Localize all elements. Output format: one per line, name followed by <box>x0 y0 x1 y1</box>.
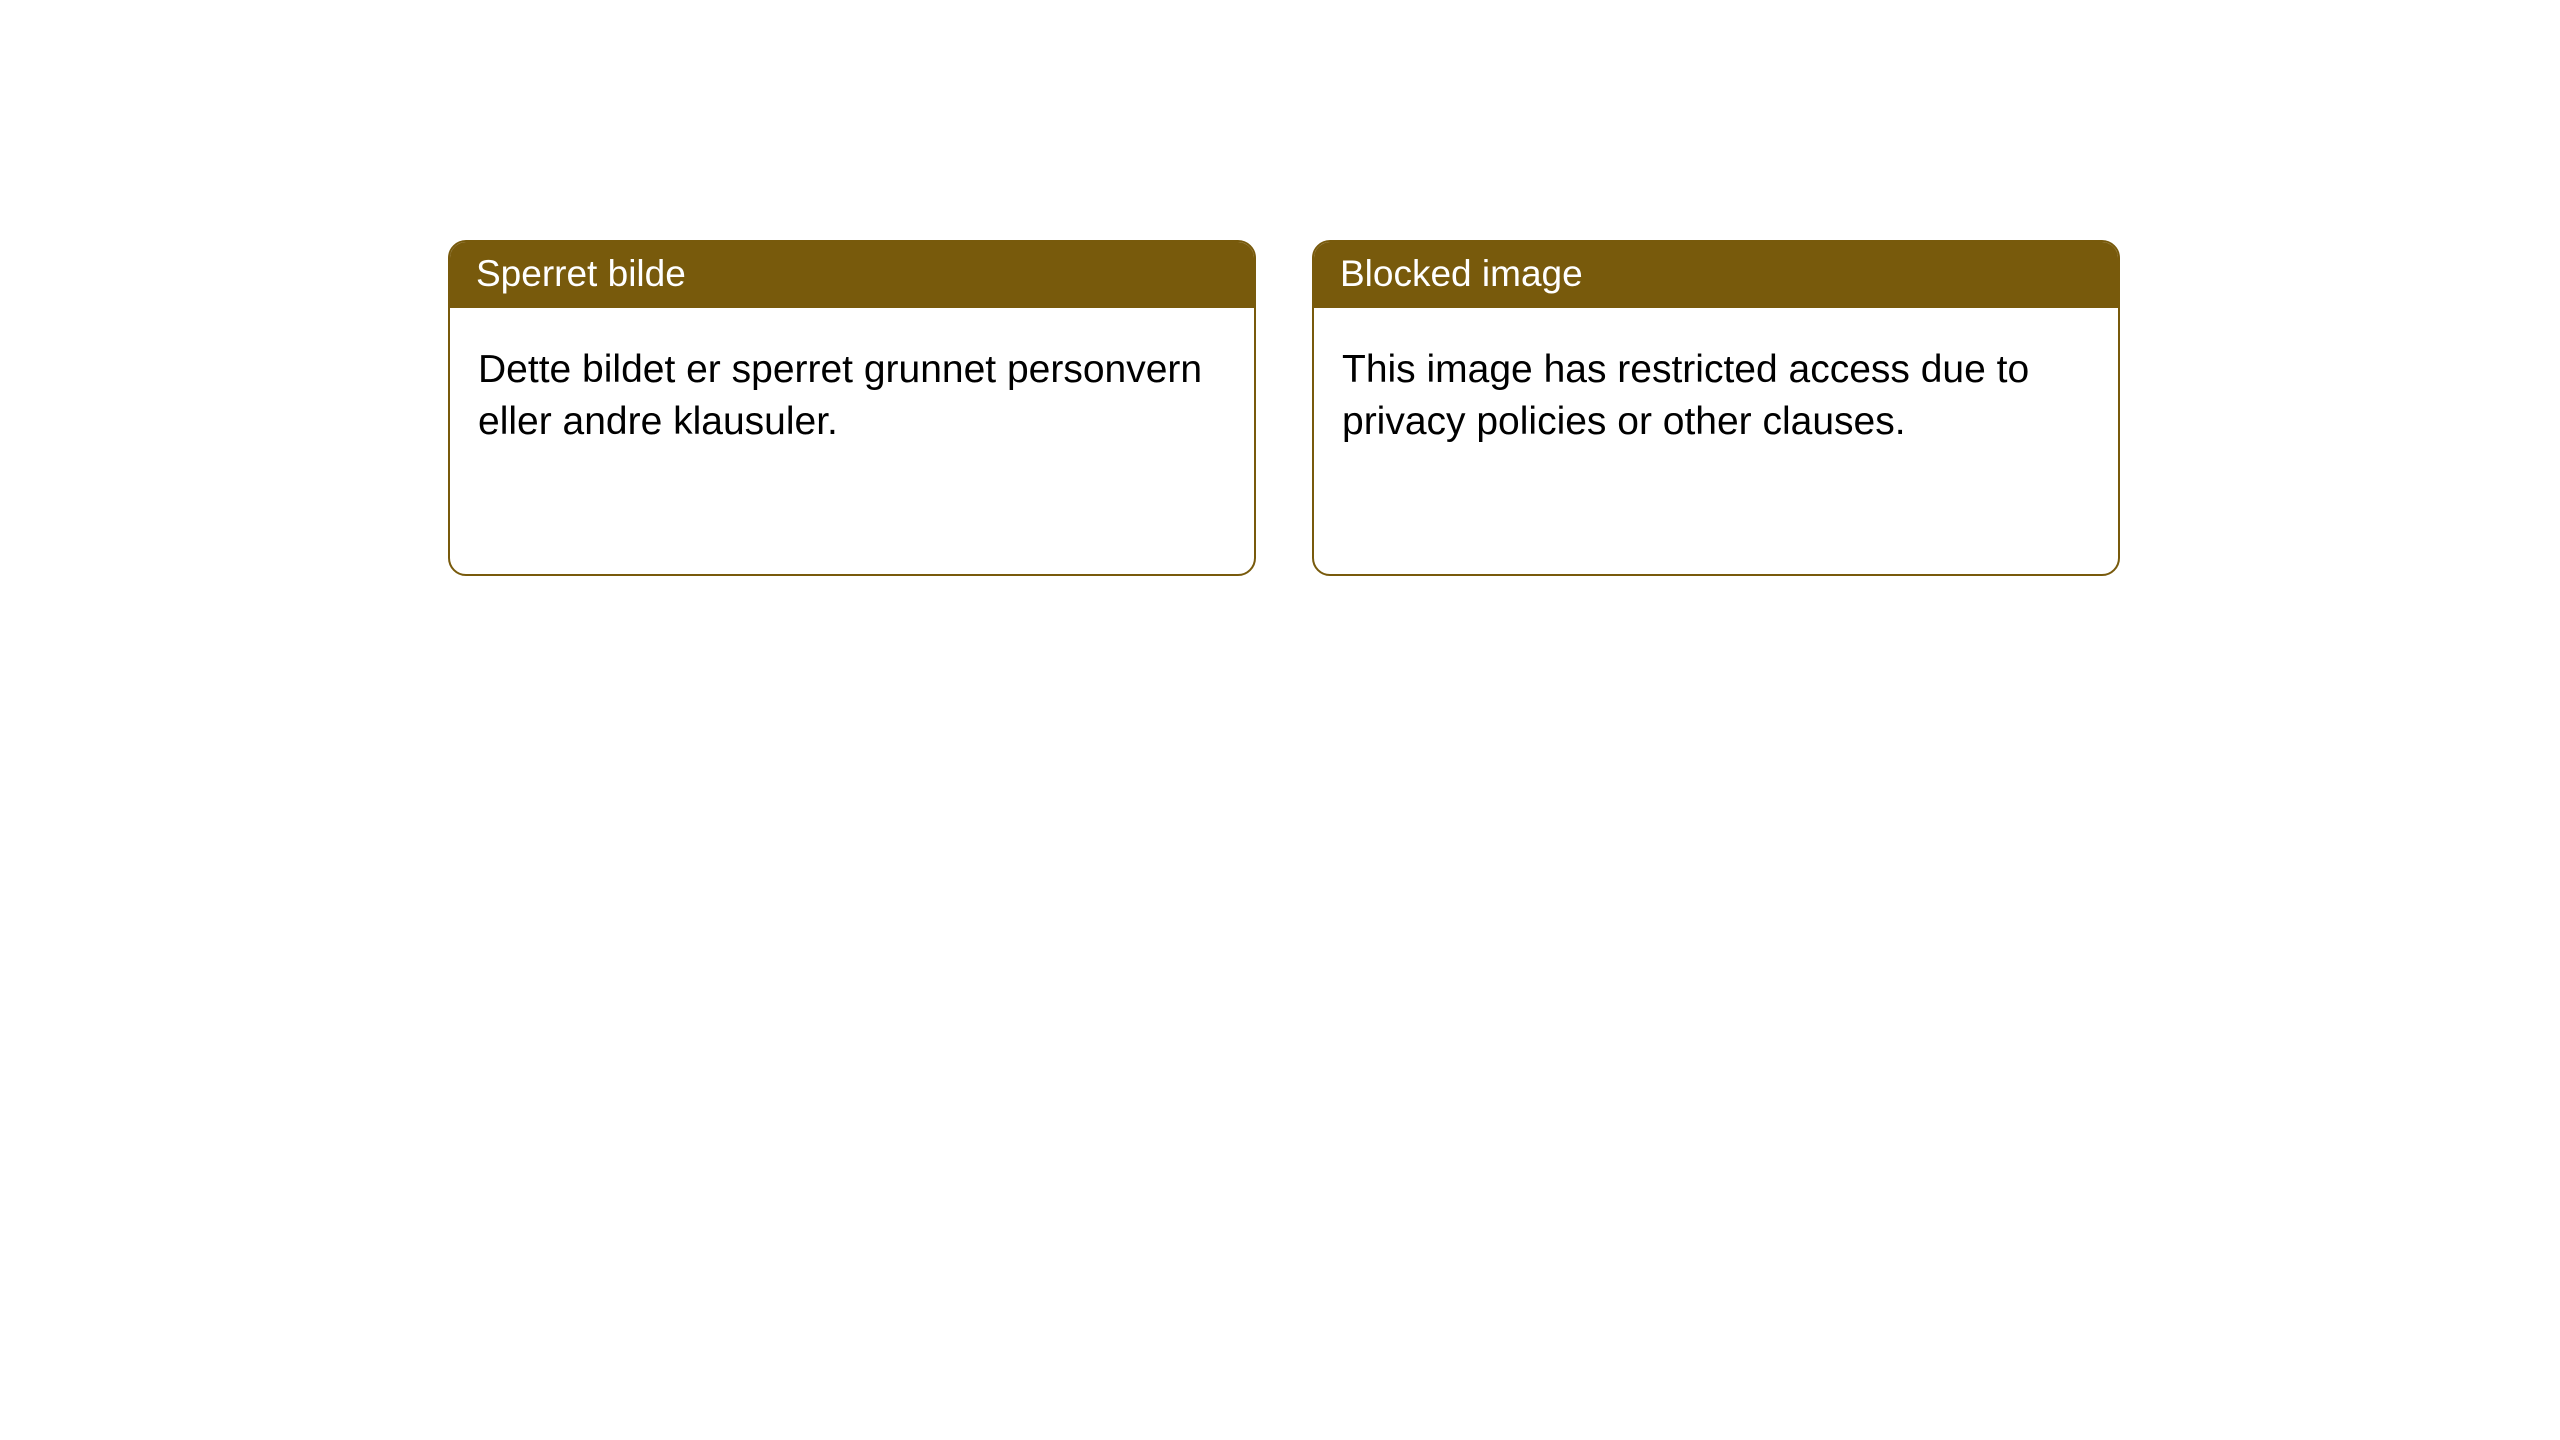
notice-body-norwegian: Dette bildet er sperret grunnet personve… <box>450 308 1254 484</box>
notice-card-norwegian: Sperret bilde Dette bildet er sperret gr… <box>448 240 1256 576</box>
notice-body-english: This image has restricted access due to … <box>1314 308 2118 484</box>
notices-container: Sperret bilde Dette bildet er sperret gr… <box>0 0 2560 576</box>
notice-title-english: Blocked image <box>1314 242 2118 308</box>
notice-title-norwegian: Sperret bilde <box>450 242 1254 308</box>
notice-card-english: Blocked image This image has restricted … <box>1312 240 2120 576</box>
